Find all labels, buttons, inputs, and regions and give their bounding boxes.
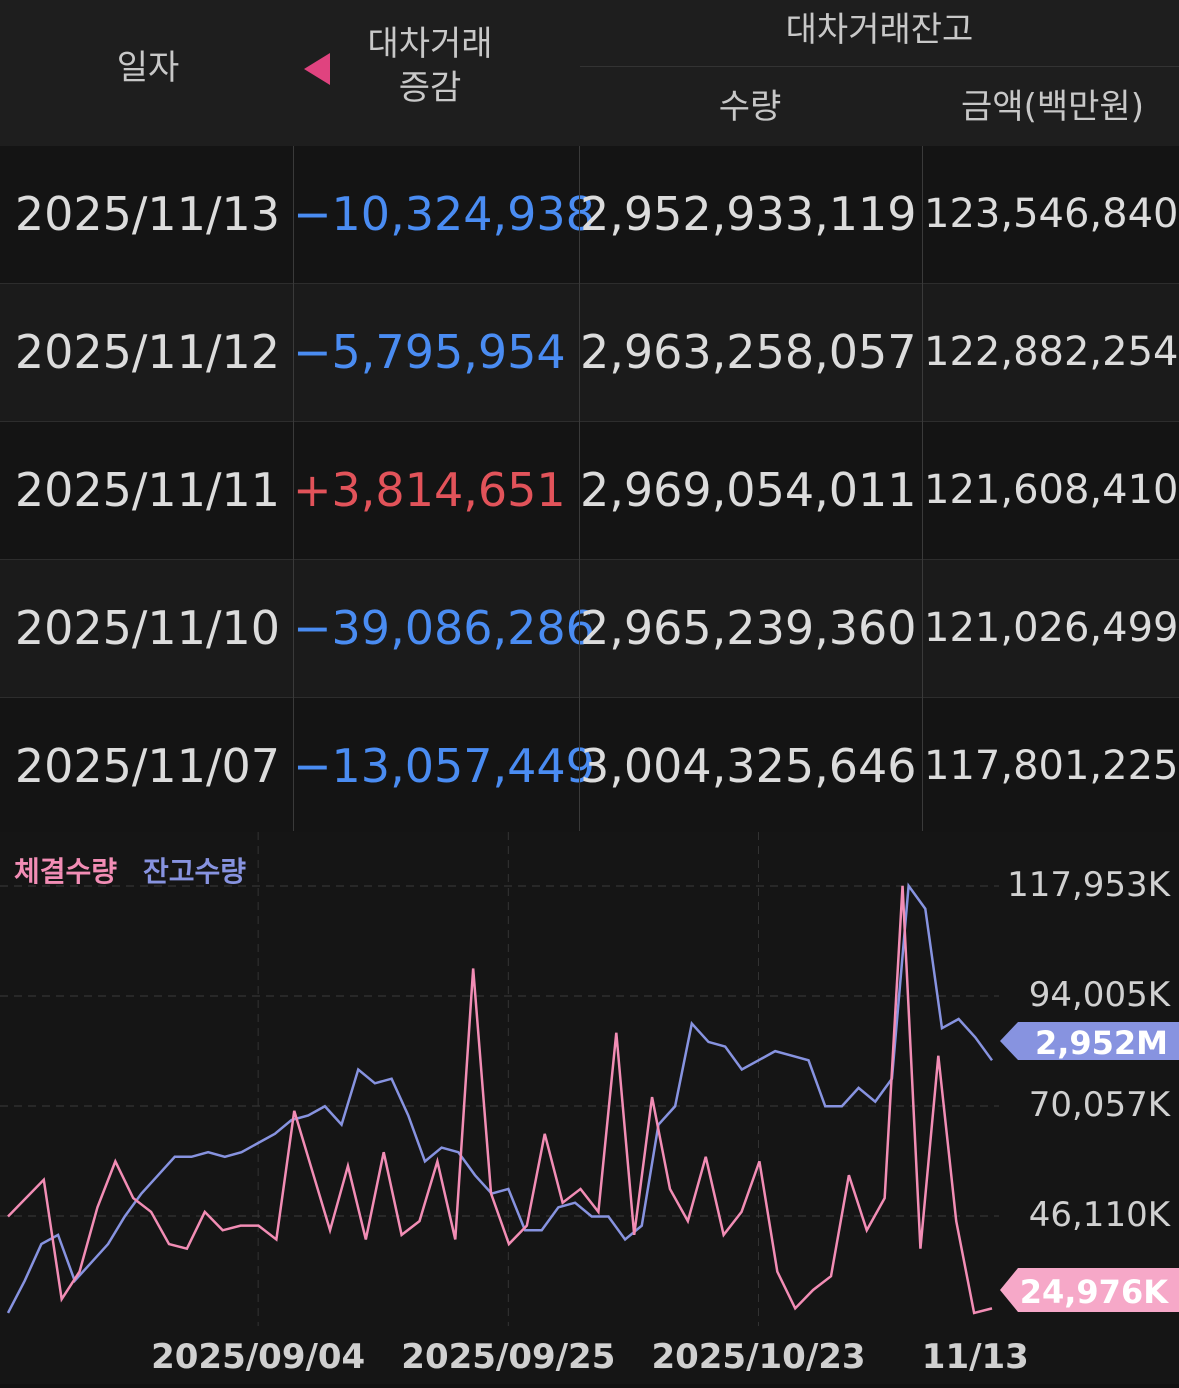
balance-group-header: 대차거래잔고 [785, 10, 974, 50]
y-tick-label: 46,110K [1029, 1195, 1172, 1235]
table-row[interactable]: 2025/11/12 −5,795,954 2,963,258,057 122,… [0, 284, 1179, 422]
x-tick-label: 2025/09/04 [151, 1337, 365, 1377]
qty-column-header[interactable]: 수량 [718, 87, 782, 127]
date-column-header[interactable]: 일자 [116, 48, 180, 88]
row-qty: 2,963,258,057 [580, 325, 917, 379]
table-row[interactable]: 2025/11/10 −39,086,286 2,965,239,360 121… [0, 560, 1179, 698]
row-amount: 117,801,225 [924, 743, 1179, 789]
row-date: 2025/11/10 [14, 601, 280, 655]
row-amount: 122,882,254 [924, 329, 1179, 375]
table-header: 일자 대차거래 증감 대차거래잔고 수량 금액(백만원) [0, 0, 1179, 147]
y-tick-label: 70,057K [1029, 1085, 1172, 1125]
change-header-line1: 대차거래 [367, 24, 493, 64]
change-header-line2: 증감 [398, 68, 462, 108]
row-qty: 3,004,325,646 [580, 739, 917, 793]
y-axis-ticks: 117,953K 94,005K 70,057K 46,110K [1007, 865, 1172, 1235]
x-axis-panel [0, 1326, 1179, 1384]
row-amount: 121,026,499 [924, 605, 1179, 651]
row-qty: 2,965,239,360 [580, 601, 917, 655]
amount-column-header[interactable]: 금액(백만원) [961, 87, 1144, 127]
lending-chart[interactable]: 체결수량 잔고수량 117,953K 94,005K 70,057K 46,110K … [0, 832, 1179, 1384]
balance-last-label: 2,952M [1035, 1024, 1168, 1062]
column-divider [579, 146, 580, 831]
x-tick-label: 11/13 [922, 1337, 1029, 1377]
exec-series-line [7, 885, 993, 1315]
exec-last-label: 24,976K [1020, 1273, 1169, 1311]
row-date: 2025/11/07 [14, 739, 280, 793]
x-tick-label: 2025/10/23 [651, 1337, 865, 1377]
column-divider [293, 146, 294, 831]
row-change: −5,795,954 [293, 325, 566, 379]
exec-last-marker: 24,976K [1000, 1268, 1179, 1312]
grid [0, 832, 999, 1326]
y-tick-label: 117,953K [1007, 865, 1172, 905]
row-change: −10,324,938 [293, 187, 595, 241]
row-amount: 121,608,410 [924, 467, 1179, 513]
sort-left-icon[interactable] [304, 53, 330, 85]
table-row[interactable]: 2025/11/07 −13,057,449 3,004,325,646 117… [0, 698, 1179, 836]
row-change: −39,086,286 [293, 601, 595, 655]
legend-exec: 체결수량 [14, 855, 117, 888]
series-lines [6, 882, 994, 1315]
row-qty: 2,969,054,011 [580, 463, 917, 517]
row-date: 2025/11/13 [14, 187, 280, 241]
row-amount: 123,546,840 [924, 191, 1179, 237]
column-divider [922, 146, 923, 831]
exec-last-tag [1000, 1268, 1179, 1312]
x-axis-ticks: 2025/09/04 2025/09/25 2025/10/23 11/13 [151, 1337, 1029, 1377]
balance-series-line [6, 882, 994, 1314]
balance-last-marker: 2,952M [1000, 1022, 1179, 1062]
balance-last-tag [1000, 1022, 1179, 1060]
row-change: −13,057,449 [293, 739, 595, 793]
legend-balance: 잔고수량 [143, 855, 246, 888]
table-body: 2025/11/13 −10,324,938 2,952,933,119 123… [0, 146, 1179, 836]
row-date: 2025/11/12 [14, 325, 280, 379]
y-tick-label: 94,005K [1029, 975, 1172, 1015]
table-row[interactable]: 2025/11/11 +3,814,651 2,969,054,011 121,… [0, 422, 1179, 560]
chart-svg[interactable]: 체결수량 잔고수량 117,953K94,005K70,057K46,110K … [0, 832, 1179, 1384]
x-tick-label: 2025/09/25 [401, 1337, 615, 1377]
change-column-header[interactable]: 대차거래 증감 [330, 22, 530, 110]
table-row[interactable]: 2025/11/13 −10,324,938 2,952,933,119 123… [0, 146, 1179, 284]
row-change: +3,814,651 [293, 463, 566, 517]
row-qty: 2,952,933,119 [580, 187, 917, 241]
row-date: 2025/11/11 [14, 463, 280, 517]
header-divider [580, 66, 1179, 67]
